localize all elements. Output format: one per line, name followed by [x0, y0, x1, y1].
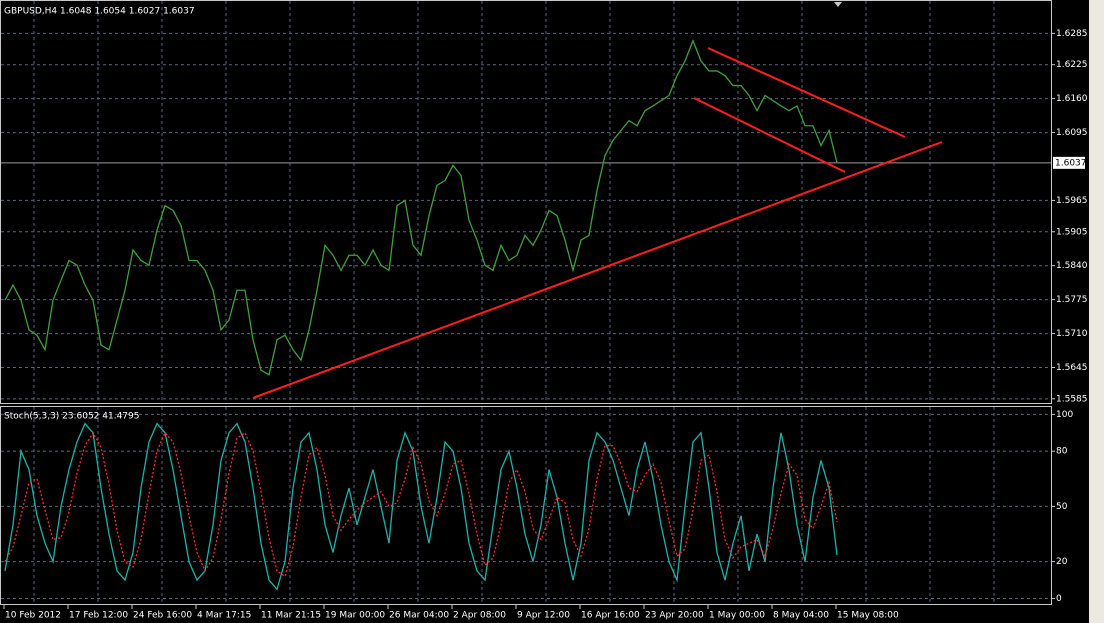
y-tick-label: 1.5840 — [1056, 261, 1088, 271]
x-tick-label: 19 Mar 00:00 — [325, 611, 385, 621]
current-price-label: 1.6037 — [1055, 158, 1087, 168]
shift-marker — [834, 2, 842, 7]
x-tick-label: 15 May 08:00 — [837, 611, 899, 621]
y-tick-label: 1.5645 — [1056, 363, 1088, 373]
y-tick-label: 1.5775 — [1056, 295, 1088, 305]
price-panel-border — [0, 0, 1052, 404]
y-tick-label: 1.5710 — [1056, 329, 1088, 339]
trend-line — [252, 141, 943, 399]
y-tick-label: 0 — [1056, 594, 1062, 604]
x-tick-label: 10 Feb 2012 — [5, 611, 61, 621]
x-tick-label: 1 May 00:00 — [709, 611, 765, 621]
x-tick-label: 17 Feb 12:00 — [69, 611, 128, 621]
stoch-title: Stoch(5,3,3) 23.6052 41.4795 — [4, 412, 139, 422]
scroll-area — [1089, 0, 1104, 623]
x-tick-label: 4 Mar 17:15 — [197, 611, 251, 621]
trend-lines — [252, 47, 943, 399]
x-tick-label: 8 May 04:00 — [773, 611, 829, 621]
y-tick-label: 50 — [1056, 502, 1068, 512]
labels: 1.5585 1.5645 1.5710 1.5775 1.5840 1.5905 1.59… — [3, 29, 1088, 621]
y-tick-label: 1.6225 — [1056, 60, 1088, 70]
x-tick-label: 11 Mar 21:15 — [261, 611, 321, 621]
x-tick-label: 16 Apr 16:00 — [581, 611, 640, 621]
y-tick-label: 1.6285 — [1056, 29, 1088, 39]
series-line — [4, 431, 838, 578]
x-tick-label: 9 Apr 12:00 — [517, 611, 570, 621]
y-tick-label: 100 — [1056, 410, 1073, 420]
y-tick-label: 1.5585 — [1056, 394, 1088, 404]
y-tick-label: 80 — [1056, 447, 1068, 457]
x-tick-label: 23 Apr 20:00 — [645, 611, 704, 621]
grid — [1, 1, 1052, 604]
price-title: GBPUSD,H4 1.6048 1.6054 1.6027 1.6037 — [4, 7, 195, 17]
series-line — [4, 422, 838, 591]
series-line — [4, 38, 838, 376]
y-tick-label: 1.6095 — [1056, 128, 1088, 138]
trend-line — [707, 47, 906, 138]
x-tick-label: 2 Apr 08:00 — [453, 611, 506, 621]
y-tick-label: 1.5965 — [1056, 196, 1088, 206]
x-tick-label: 24 Feb 16:00 — [133, 611, 192, 621]
y-tick-label: 1.5905 — [1056, 227, 1088, 237]
marks — [1, 38, 1052, 591]
y-tick-label: 1.6160 — [1056, 94, 1088, 104]
current-price-box — [1053, 156, 1085, 169]
y-tick-label: 20 — [1056, 557, 1068, 567]
x-tick-label: 26 Mar 04:00 — [389, 611, 449, 621]
trend-line — [693, 97, 846, 173]
stoch-panel-border — [0, 406, 1052, 605]
